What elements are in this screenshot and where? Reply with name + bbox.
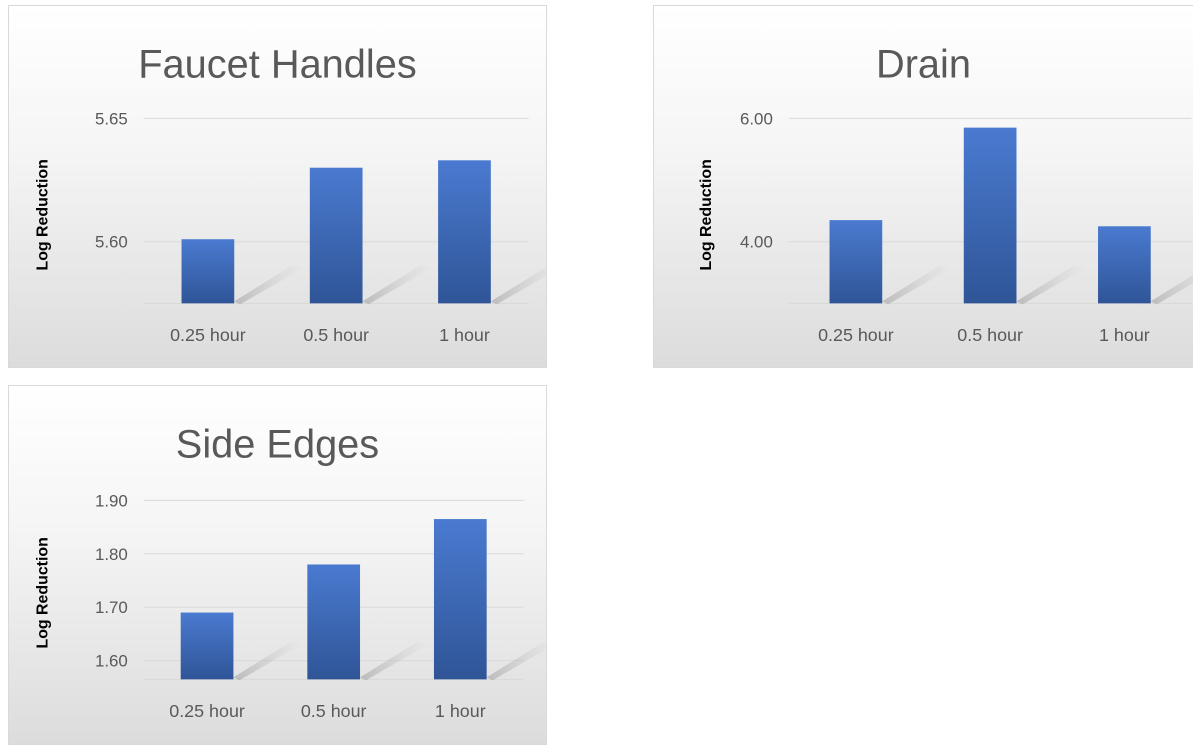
chart-title: Side Edges [176, 423, 379, 467]
y-axis-label: Log Reduction [698, 159, 715, 270]
bar [963, 127, 1017, 304]
x-category-label: 0.5 hour [303, 325, 369, 345]
bar-shadow [234, 265, 304, 305]
bar-shadow [882, 265, 952, 305]
chart-side-edges: Side Edges 1.60 1.70 1.80 1.90 0.25 hour 0.5 h… [8, 385, 547, 745]
x-category-label: 0.25 hour [169, 701, 245, 721]
y-tick-label: 5.60 [95, 233, 128, 252]
chart-drain-svg: Drain 4.00 6.00 0.25 hour 0.5 hour 1 hour Log … [698, 43, 1193, 345]
bar-shadow [1016, 265, 1087, 305]
y-tick-label: 1.80 [95, 545, 128, 564]
bar [309, 167, 363, 304]
y-tick-label: 4.00 [740, 233, 773, 252]
chart-side-edges-svg: Side Edges 1.60 1.70 1.80 1.90 0.25 hour 0.5 h… [34, 423, 546, 721]
x-category-label: 1 hour [435, 701, 486, 721]
x-category-label: 1 hour [439, 325, 490, 345]
bar [1098, 226, 1151, 304]
x-category-label: 0.25 hour [818, 325, 894, 345]
bar [180, 612, 234, 680]
x-category-label: 0.5 hour [957, 325, 1023, 345]
y-tick-label: 1.90 [95, 491, 128, 510]
x-category-label: 1 hour [1099, 325, 1150, 345]
y-tick-label: 1.70 [95, 598, 128, 617]
bar [181, 239, 235, 304]
bar [829, 220, 883, 304]
bar-shadow [233, 641, 304, 681]
chart-title: Faucet Handles [138, 43, 417, 87]
chart-faucet-handles-svg: Faucet Handles 5.60 5.65 0.25 hour 0.5 hour 1… [34, 43, 546, 345]
bar-shadow [490, 267, 546, 305]
bar-shadow [1150, 275, 1193, 305]
bar [438, 160, 491, 304]
x-category-label: 0.25 hour [170, 325, 246, 345]
chart-title: Drain [876, 43, 971, 87]
bar-shadow [362, 265, 433, 305]
y-tick-label: 5.65 [95, 109, 128, 128]
y-tick-label: 6.00 [740, 109, 773, 128]
bar [307, 564, 361, 680]
y-axis-label: Log Reduction [34, 159, 51, 270]
bar-shadow [486, 641, 546, 681]
y-tick-label: 1.60 [95, 652, 128, 671]
bar [433, 519, 487, 680]
chart-drain: Drain 4.00 6.00 0.25 hour 0.5 hour 1 hour Log … [653, 5, 1193, 368]
bar-shadow [360, 641, 430, 681]
chart-faucet-handles: Faucet Handles 5.60 5.65 0.25 hour 0.5 hour 1… [8, 5, 547, 368]
y-axis-label: Log Reduction [34, 537, 51, 648]
x-category-label: 0.5 hour [301, 701, 367, 721]
